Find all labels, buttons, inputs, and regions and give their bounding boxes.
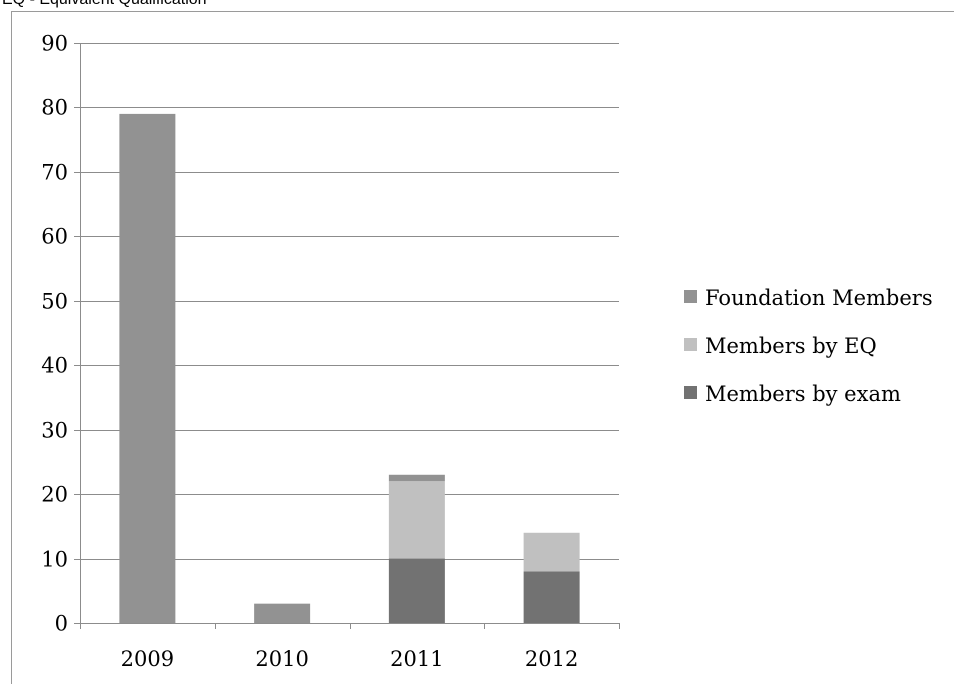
- y-tick-label-70: 70: [41, 161, 68, 185]
- bar-2012-members-by-exam: [523, 571, 580, 623]
- bar-2010-foundation-members: [254, 603, 311, 623]
- legend-label-members-by-eq: Members by EQ: [705, 334, 877, 358]
- bar-2012-members-by-eq: [523, 532, 580, 572]
- bar-2011-members-by-exam: [388, 558, 445, 623]
- header-note: EQ - Equivalent Qualification: [2, 0, 207, 9]
- bar-2009-foundation-members: [119, 113, 176, 623]
- x-tick-label-2010: 2010: [255, 647, 308, 671]
- legend: Foundation Members Members by EQ Members b…: [684, 286, 933, 406]
- x-tick-label-2012: 2012: [525, 647, 578, 671]
- y-tick-label-80: 80: [41, 96, 68, 120]
- y-tick-label-10: 10: [41, 548, 68, 572]
- y-tick-label-30: 30: [41, 419, 68, 443]
- y-tick-label-50: 50: [41, 290, 68, 314]
- legend-swatch-foundation-members: [684, 290, 697, 303]
- y-tick-label-60: 60: [41, 225, 68, 249]
- bars: [119, 113, 580, 623]
- axes: 0 10 20 30 40 50 60 70 80 90 2009 2010 2011 2012: [41, 32, 620, 671]
- y-tick-label-40: 40: [41, 354, 68, 378]
- y-tick-label-0: 0: [55, 612, 68, 636]
- legend-label-foundation-members: Foundation Members: [705, 286, 933, 310]
- legend-swatch-members-by-exam: [684, 386, 697, 399]
- y-tick-label-90: 90: [41, 32, 68, 56]
- y-tick-label-20: 20: [41, 483, 68, 507]
- x-tick-label-2011: 2011: [390, 647, 443, 671]
- bar-2011-foundation-members: [388, 474, 445, 482]
- chart-frame: [11, 11, 954, 684]
- x-tick-label-2009: 2009: [121, 647, 174, 671]
- legend-swatch-members-by-eq: [684, 338, 697, 351]
- bar-2011-members-by-eq: [388, 481, 445, 559]
- legend-label-members-by-exam: Members by exam: [705, 382, 901, 406]
